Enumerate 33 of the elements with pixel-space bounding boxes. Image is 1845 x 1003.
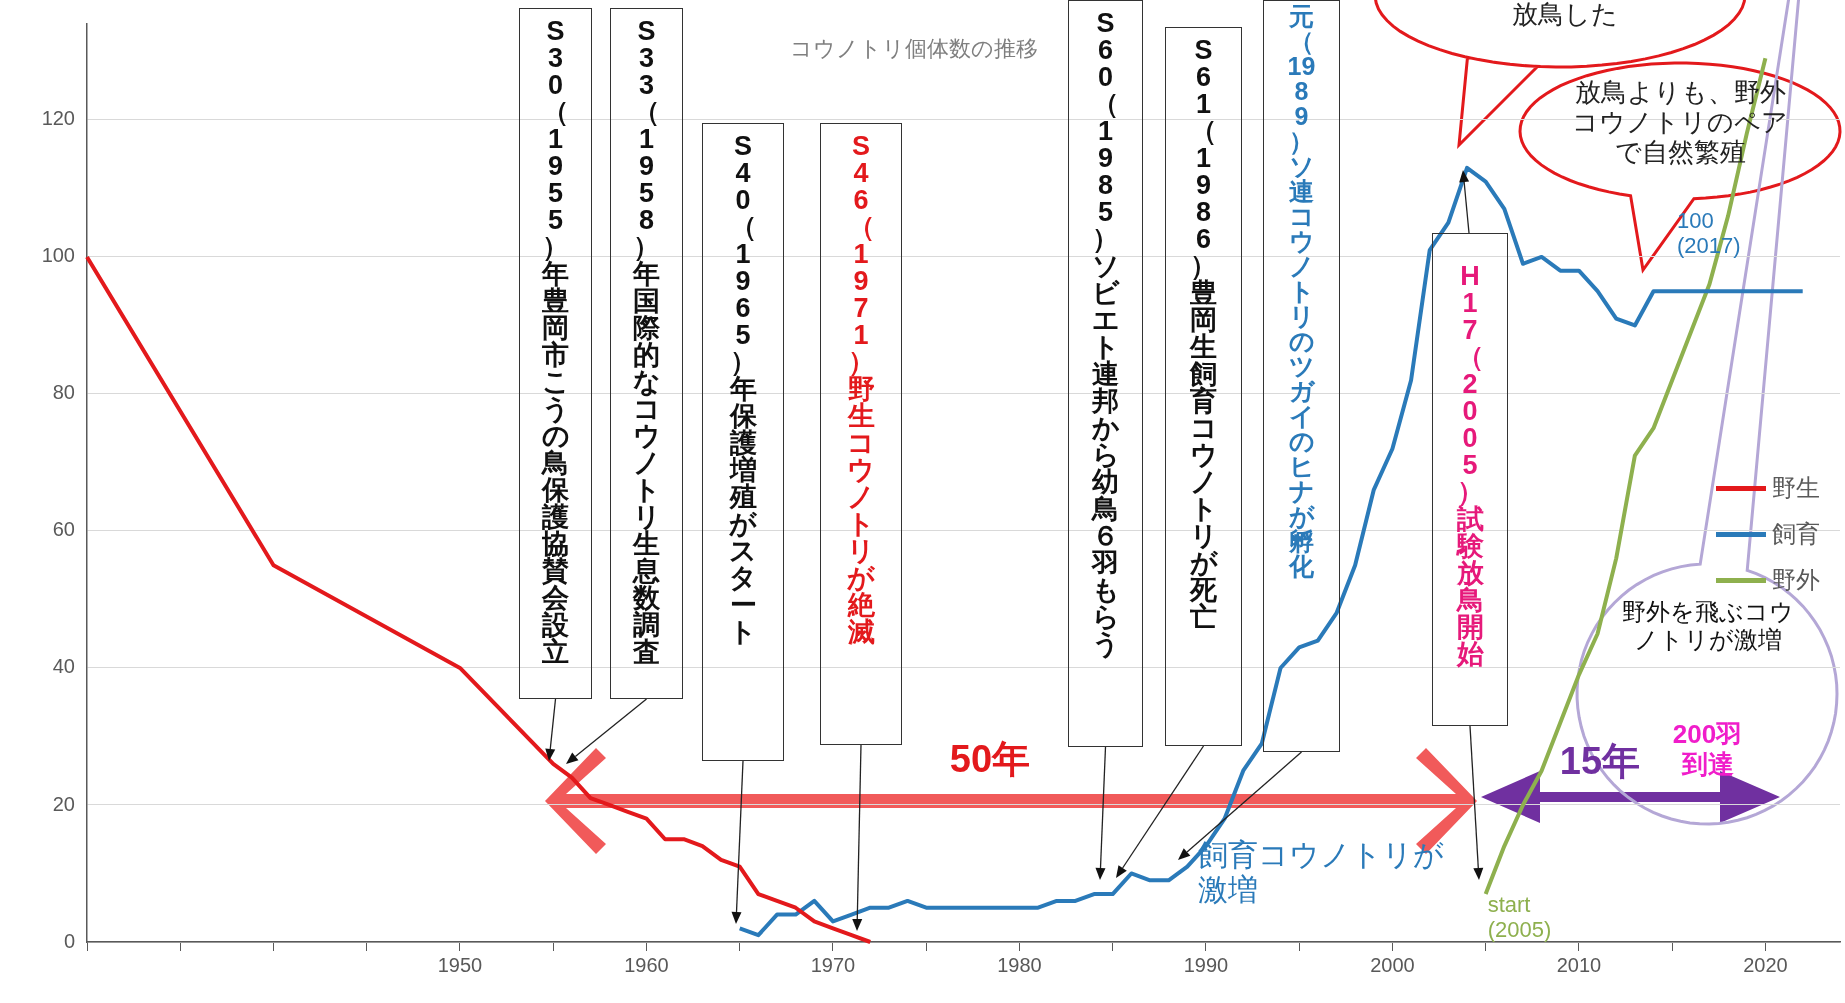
text: S61（1986）豊岡生飼育コウノトリが死亡 bbox=[1189, 35, 1218, 632]
x-tick-label: 1980 bbox=[997, 953, 1042, 976]
text: 元（1989）ソ連コウノトリのツガイのヒナが孵化 bbox=[1287, 2, 1316, 580]
x-tick-label: 2000 bbox=[1370, 953, 1415, 976]
annotation: 野外を飛ぶコウノトリが激増 bbox=[1620, 598, 1795, 654]
x-tick-label: 1960 bbox=[624, 953, 669, 976]
x-tick-label: 1990 bbox=[1183, 953, 1229, 976]
annotation: 200羽到達 bbox=[1671, 719, 1744, 780]
annotation: 50年 bbox=[948, 738, 1032, 782]
legend-label: 野外 bbox=[1772, 565, 1820, 595]
text: H17（2005）試験放鳥開始 bbox=[1456, 261, 1484, 669]
y-tick-label: 40 bbox=[52, 655, 75, 678]
y-tick-label: 20 bbox=[52, 792, 75, 815]
annotation: 15年 bbox=[1558, 740, 1642, 784]
annotation: start (2005) bbox=[1487, 892, 1553, 943]
text: S30（1955）年豊岡市こうの鳥保護協賛会設立 bbox=[541, 16, 570, 667]
legend-label: 野生 bbox=[1772, 473, 1820, 503]
legend-label: 飼育 bbox=[1772, 519, 1820, 549]
text: S60（1985）ソビエト連邦から幼鳥６羽もらう bbox=[1091, 8, 1120, 659]
text: S40（1965）年保護増殖がスタート bbox=[729, 131, 757, 647]
x-tick-label: 2010 bbox=[1556, 953, 1602, 976]
x-tick-label: 2020 bbox=[1743, 953, 1788, 976]
text: コウノトリ個体数の推移 bbox=[790, 35, 1038, 63]
text: S33（1958）年国際的なコウノトリ生息数調査 bbox=[632, 16, 661, 667]
annotation: 放鳥した bbox=[1511, 0, 1619, 30]
y-tick-label: 80 bbox=[52, 381, 75, 404]
y-tick-label: 60 bbox=[52, 518, 75, 541]
y-tick-label: 120 bbox=[41, 107, 75, 130]
x-tick-label: 1970 bbox=[810, 953, 856, 976]
y-tick-label: 0 bbox=[63, 929, 75, 952]
y-tick-label: 100 bbox=[41, 244, 75, 267]
text: S46（1971）野生コウノトリが絶滅 bbox=[847, 131, 875, 647]
x-tick-label: 1950 bbox=[437, 953, 483, 976]
